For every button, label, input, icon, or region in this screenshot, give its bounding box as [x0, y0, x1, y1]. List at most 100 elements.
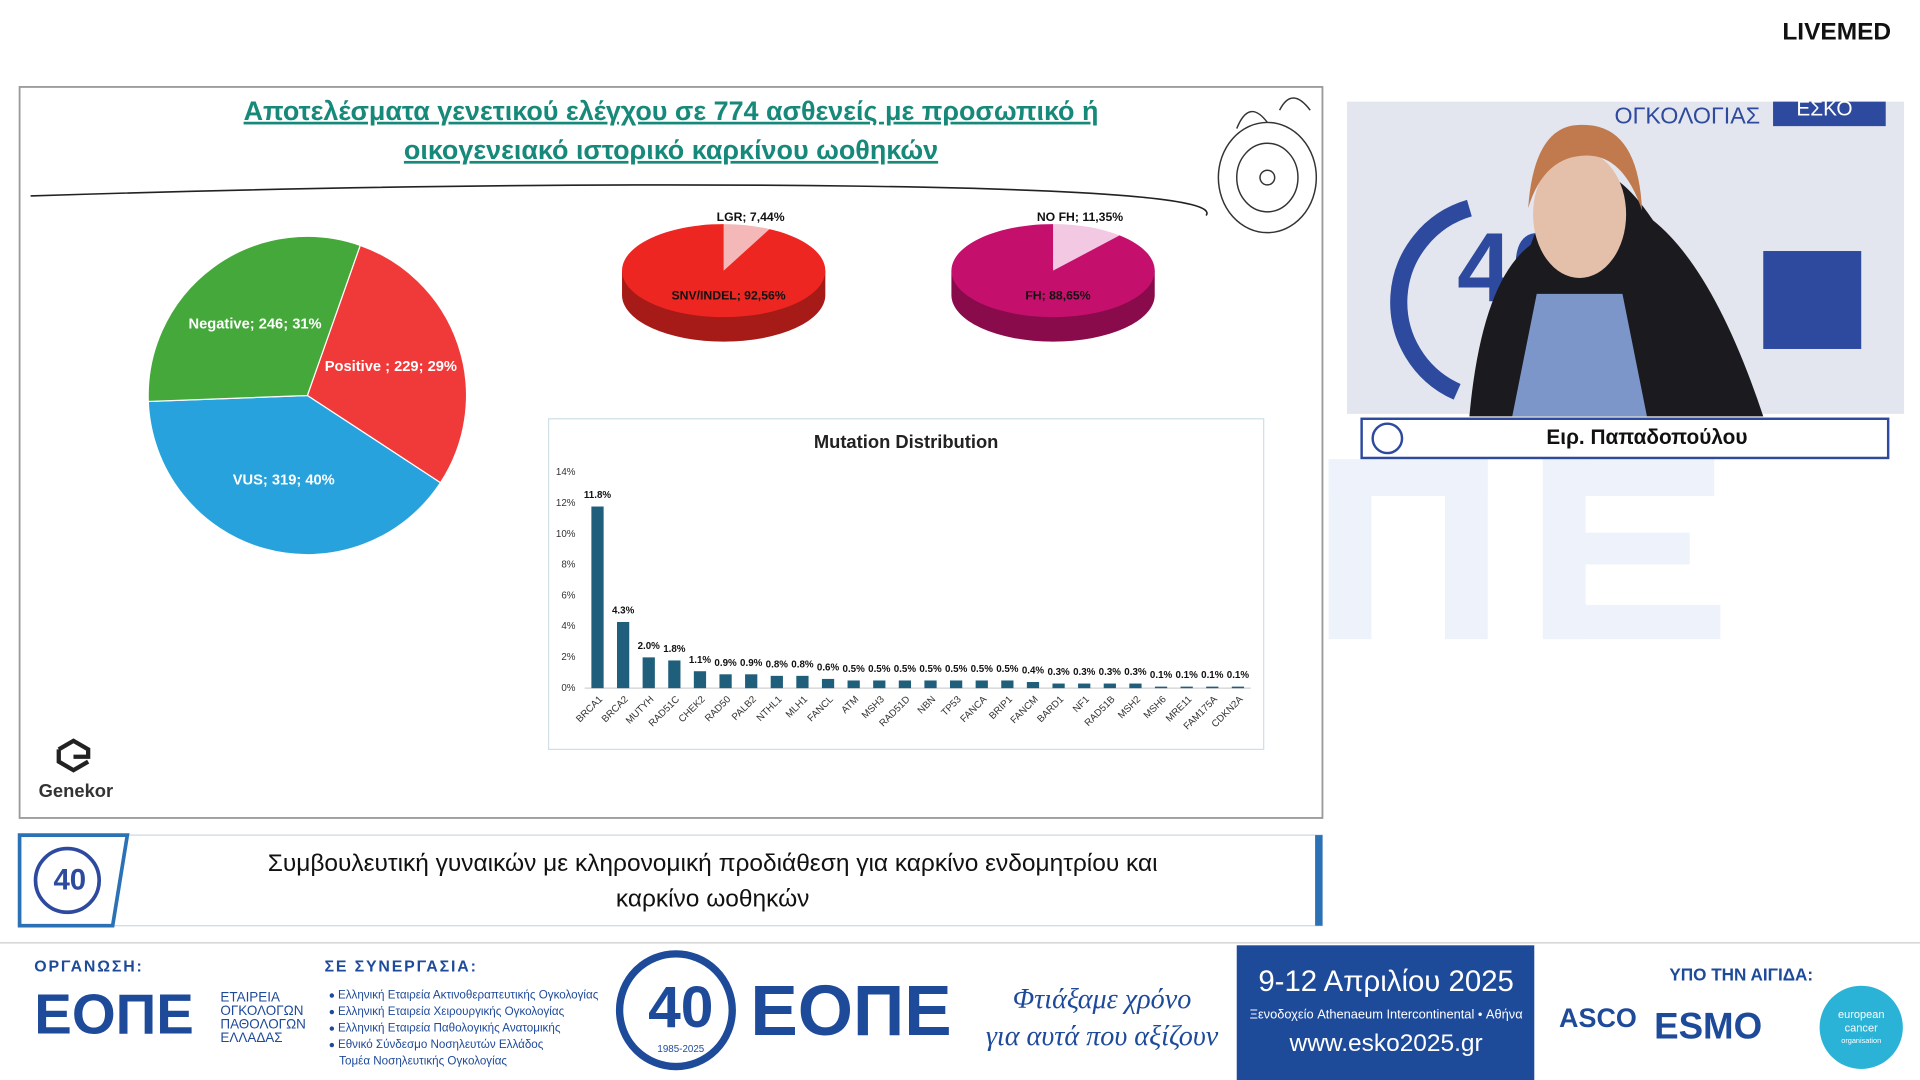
event-logo: ΕΟΠΕ: [750, 972, 951, 1051]
y-tick-label: 8%: [561, 560, 575, 571]
genekor-icon: [56, 738, 91, 773]
bar: [1078, 683, 1091, 689]
pie-label: Negative; 246; 31%: [189, 316, 322, 332]
pie-label: FH; 88,65%: [1025, 289, 1090, 303]
caption-logo-number: 40: [53, 863, 86, 896]
pie-slice: [147, 235, 362, 403]
pie-slice: [147, 394, 442, 556]
bar: [1206, 686, 1219, 689]
pie-label: Positive ; 229; 29%: [325, 359, 457, 375]
esmo-logo: ESMO: [1654, 1005, 1762, 1046]
bar: [975, 680, 988, 689]
video-text: ΕΣΚΟ: [1796, 98, 1852, 121]
bar: [745, 674, 758, 689]
organization-name: ΠΑΘΟΛΟΓΩΝ: [220, 1016, 305, 1031]
value-label: 0.3%: [1073, 667, 1096, 678]
value-label: 2.0%: [638, 641, 661, 652]
pie-slice: [951, 224, 1155, 318]
bar: [821, 678, 835, 689]
caption-logo: [33, 846, 102, 915]
value-label: 0.5%: [945, 664, 968, 675]
bar: [950, 680, 963, 689]
value-label: 0.4%: [1022, 666, 1045, 677]
bar: [847, 680, 860, 689]
speaker-shirt: [1512, 293, 1647, 417]
y-tick-label: 0%: [561, 683, 575, 694]
bar: [1103, 683, 1116, 689]
eco-logo: [1819, 985, 1903, 1069]
footer-label: ΣΕ ΣΥΝΕΡΓΑΣΙΑ:: [324, 959, 477, 976]
caption-bar: [18, 834, 1324, 927]
bar: [1052, 683, 1065, 689]
pie-label: NO FH; 11,35%: [1037, 210, 1123, 224]
eco-logo-text: cancer: [1845, 1022, 1878, 1034]
bar: [591, 506, 604, 689]
bar: [1154, 686, 1168, 689]
caption-text: καρκίνο ωοθηκών: [616, 885, 810, 912]
pie-slice: [306, 244, 468, 484]
pie-label: LGR; 7,44%: [717, 210, 785, 224]
y-tick-label: 2%: [561, 652, 575, 663]
video-banner: [1773, 101, 1886, 127]
caption-edge: [1315, 835, 1323, 926]
pie-label: VUS; 319; 40%: [233, 472, 335, 488]
genekor-logo: Genekor: [39, 780, 114, 801]
value-label: 0.3%: [1124, 667, 1147, 678]
value-label: 0.5%: [843, 664, 866, 675]
organization-name: ΕΤΑΙΡΕΙΑ: [220, 990, 280, 1005]
bar: [873, 680, 886, 689]
bar: [1231, 686, 1245, 689]
eco-logo-text: european: [1838, 1009, 1885, 1021]
speaker-face: [1533, 150, 1627, 278]
value-label: 0.1%: [1150, 670, 1173, 681]
bar: [693, 671, 707, 689]
collaborator: Ελληνική Εταιρεία Ακτινοθεραπευτικής Ογκ…: [338, 989, 599, 1002]
asco-logo: ASCO: [1559, 1003, 1637, 1033]
bar: [770, 675, 783, 689]
name-bar-logo: [1371, 422, 1404, 455]
value-label: 0.8%: [791, 659, 814, 670]
bar: [796, 675, 809, 689]
bar: [898, 680, 912, 689]
slide-title: Αποτελέσματα γενετικού ελέγχου σε 774 ασ…: [244, 96, 1099, 126]
slogan: Φτιάξαμε χρόνο: [1013, 984, 1192, 1015]
y-tick-label: 6%: [561, 590, 575, 601]
value-label: 1.8%: [663, 644, 686, 655]
pie-slice: [723, 224, 770, 271]
value-label: 1.1%: [689, 655, 712, 666]
eco-logo-text: organisation: [1841, 1036, 1881, 1045]
pie-slice: [1053, 224, 1120, 271]
bar: [642, 657, 655, 689]
value-label: 0.3%: [1047, 667, 1070, 678]
bullet: [329, 993, 335, 998]
bullet: [329, 1026, 335, 1031]
value-label: 0.5%: [894, 664, 917, 675]
bar: [924, 680, 937, 689]
value-label: 0.5%: [971, 664, 994, 675]
collaborator: Εθνικό Σύνδεσμο Νοσηλευτών Ελλάδος: [338, 1038, 544, 1051]
bar: [616, 621, 630, 689]
bar: [719, 674, 732, 689]
y-tick-label: 10%: [556, 529, 576, 540]
title-rule: [30, 184, 1208, 216]
name-bar: [1360, 417, 1890, 460]
event-venue: Ξενοδοχείο Athenaeum Intercontinental • …: [1250, 1006, 1524, 1021]
bar: [1180, 686, 1193, 689]
event-logo-ring: [615, 950, 736, 1071]
collaborator: Τομέα Νοσηλευτικής Ογκολογίας: [339, 1055, 507, 1068]
bullet: [329, 1009, 335, 1015]
event-dates: 9-12 Απριλίου 2025: [1258, 965, 1514, 998]
bar: [1001, 680, 1014, 689]
event-info-box: [1236, 945, 1535, 1080]
video-text: ΟΓΚΟΛΟΓΙΑΣ: [1615, 103, 1761, 129]
caption-text: Συμβουλευτική γυναικών με κληρονομική πρ…: [268, 850, 1158, 877]
background-letters: [1328, 459, 1721, 640]
event-url: www.esko2025.gr: [1289, 1030, 1483, 1057]
value-label: 0.5%: [919, 664, 942, 675]
value-label: 0.1%: [1201, 670, 1224, 681]
organization-name: ΕΛΛΑΔΑΣ: [220, 1030, 282, 1045]
pie-slice: [622, 224, 826, 318]
value-label: 0.6%: [817, 663, 840, 674]
